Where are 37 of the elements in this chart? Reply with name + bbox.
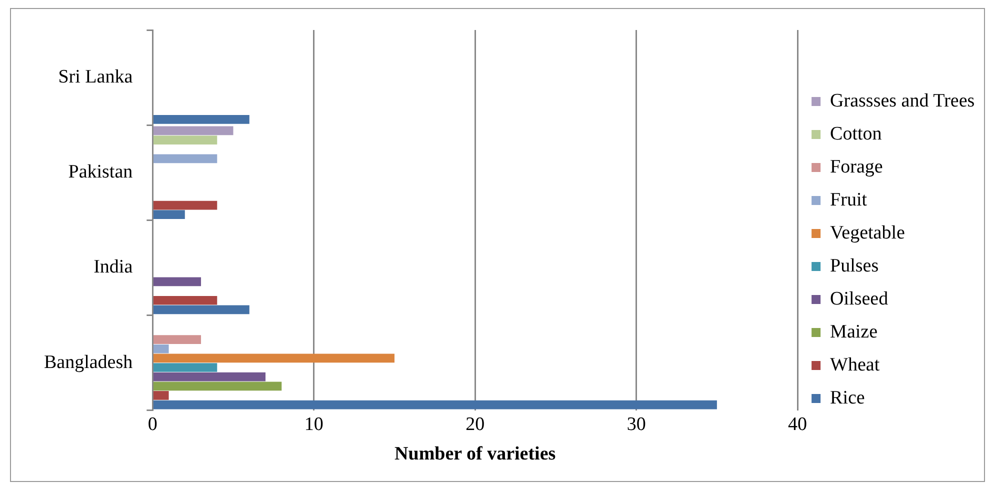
bar	[153, 363, 218, 372]
x-tick-label: 20	[466, 414, 485, 435]
legend-label: Oilseed	[830, 288, 889, 310]
bar	[153, 305, 250, 314]
y-tick-label: Bangladesh	[44, 352, 134, 373]
bar	[153, 344, 169, 354]
bar	[153, 200, 218, 210]
bar	[153, 136, 218, 144]
legend-label: Cotton	[830, 123, 882, 144]
legend-label: Forage	[830, 156, 883, 178]
bar	[153, 296, 218, 305]
y-tick-label: Pakistan	[68, 162, 134, 183]
legend-label: Rice	[830, 387, 865, 408]
bar	[153, 126, 234, 136]
bar	[153, 277, 202, 286]
bar	[153, 115, 250, 124]
x-tick-label: 0	[148, 414, 158, 435]
bar	[153, 354, 394, 363]
y-tick-label: India	[94, 256, 134, 278]
bar	[153, 372, 266, 382]
x-tick-label: 30	[626, 414, 646, 435]
bar	[153, 210, 185, 220]
legend-label: Fruit	[830, 189, 868, 210]
legend-label: Pulses	[830, 255, 879, 276]
legend-label: Grassses and Trees	[830, 90, 975, 112]
bar	[153, 154, 218, 164]
legend-label: Maize	[830, 321, 878, 342]
bar	[153, 391, 169, 400]
x-tick-label: 10	[304, 414, 324, 435]
bar	[153, 335, 202, 344]
legend-label: Wheat	[830, 354, 880, 376]
legend-label: Vegetable	[830, 222, 905, 244]
bar	[153, 400, 717, 410]
y-tick-label: Sri Lanka	[58, 66, 134, 88]
x-tick-label: 40	[788, 414, 808, 435]
x-axis-title: Number of varieties	[394, 444, 556, 465]
bar	[153, 382, 282, 391]
